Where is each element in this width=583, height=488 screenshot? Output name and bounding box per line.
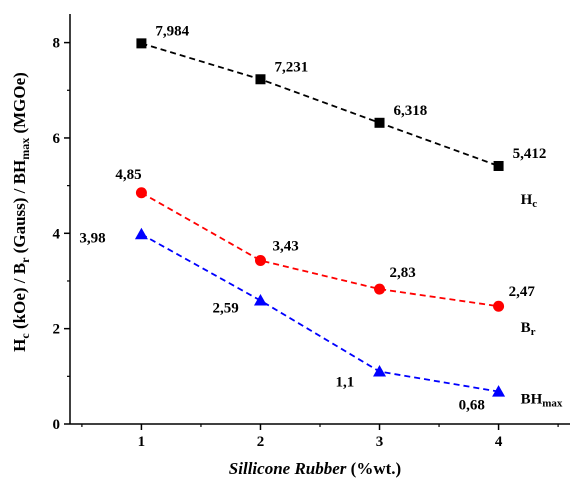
x-tick-label: 1 [138, 434, 146, 450]
x-ticks: 1 2 3 4 [81, 424, 559, 450]
series-name-label: Br [521, 320, 536, 338]
data-point [254, 254, 266, 266]
series-name-label: BHmax [521, 392, 563, 410]
data-point [493, 300, 505, 312]
data-point [134, 227, 148, 240]
series-layer: 7,984 7,231 6,318 5,412 Hc 4,85 3,43 2,83 2,47 Br… [79, 23, 562, 413]
series-Hc: 7,984 7,231 6,318 5,412 Hc [136, 23, 546, 210]
data-label: 5,412 [513, 146, 547, 162]
y-tick-label: 8 [53, 36, 61, 52]
series-line [141, 42, 499, 167]
y-ticks: 0 2 4 6 8 [53, 36, 70, 433]
series-line [140, 233, 499, 393]
data-label: 2,83 [390, 265, 416, 281]
data-label: 4,85 [115, 167, 141, 183]
data-point [136, 38, 147, 49]
series-BHmax: 3,98 2,59 1,1 0,68 BHmax [79, 227, 563, 414]
series-line [140, 191, 499, 308]
x-axis-title: Sillicone Rubber (%wt.) [229, 459, 401, 478]
data-label: 1,1 [336, 375, 355, 391]
y-tick-label: 2 [53, 322, 61, 338]
data-point [373, 365, 387, 377]
data-point [493, 160, 504, 171]
y-tick-label: 4 [53, 226, 61, 242]
y-tick-label: 0 [53, 417, 61, 433]
y-tick-label: 6 [53, 131, 61, 147]
x-tick-label: 2 [257, 434, 265, 450]
data-point [135, 187, 147, 199]
data-label: 2,47 [509, 284, 536, 300]
data-label: 7,231 [274, 59, 308, 75]
data-point [253, 294, 267, 306]
data-label: 2,59 [212, 301, 238, 317]
data-point [374, 117, 385, 128]
data-label: 3,98 [79, 230, 105, 246]
data-label: 0,68 [459, 398, 485, 414]
y-axis-title: Hc (kOe) / Br (Gauss) / BHmax (MGOe) [10, 72, 32, 352]
x-tick-label: 3 [376, 434, 384, 450]
series-name-label: Hc [521, 192, 538, 210]
data-label: 6,318 [394, 103, 428, 119]
data-label: 3,43 [272, 238, 298, 254]
series-Br: 4,85 3,43 2,83 2,47 Br [115, 167, 535, 338]
data-point [255, 74, 266, 85]
x-tick-label: 4 [495, 434, 503, 450]
data-label: 7,984 [155, 23, 189, 39]
data-point [374, 283, 386, 295]
data-point [492, 385, 506, 397]
